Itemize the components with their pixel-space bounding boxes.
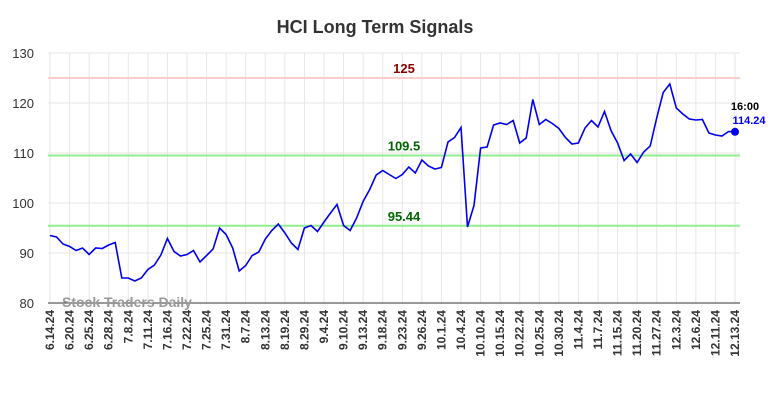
- x-tick-label: 10.4.24: [454, 310, 468, 350]
- x-tick-label: 11.20.24: [630, 310, 644, 356]
- x-tick-label: 8.29.24: [297, 310, 311, 350]
- y-tick-label: 90: [20, 246, 34, 261]
- last-value-label: 114.24: [732, 115, 766, 127]
- x-tick-label: 10.22.24: [513, 310, 527, 357]
- x-tick-label: 8.7.24: [239, 310, 253, 344]
- x-tick-label: 9.18.24: [376, 310, 390, 350]
- y-tick-label: 130: [12, 46, 34, 61]
- x-tick-label: 6.25.24: [82, 310, 96, 350]
- last-point: [731, 127, 739, 136]
- x-tick-label: 9.13.24: [356, 310, 370, 350]
- x-tick-label: 7.31.24: [219, 310, 233, 350]
- x-tick-label: 10.1.24: [434, 310, 448, 350]
- x-tick-label: 7.22.24: [180, 310, 194, 350]
- x-tick-label: 6.14.24: [43, 310, 57, 350]
- x-tick-label: 6.28.24: [102, 310, 116, 350]
- reference-label: 95.44: [388, 209, 421, 224]
- x-tick-label: 12.11.24: [708, 310, 722, 356]
- reference-label: 109.5: [388, 139, 421, 154]
- x-tick-label: 10.10.24: [474, 310, 488, 357]
- x-tick-label: 7.8.24: [121, 310, 135, 344]
- x-tick-label: 10.30.24: [552, 310, 566, 357]
- x-tick-label: 8.19.24: [278, 310, 292, 350]
- price-line: [49, 82, 736, 282]
- x-tick-label: 7.25.24: [200, 310, 214, 350]
- x-tick-label: 10.25.24: [532, 310, 546, 357]
- y-tick-label: 80: [20, 296, 34, 311]
- x-tick-label: 11.27.24: [650, 310, 664, 356]
- x-tick-label: 12.6.24: [689, 310, 703, 350]
- x-tick-label: 10.15.24: [493, 310, 507, 357]
- x-tick-label: 12.3.24: [669, 310, 683, 350]
- y-tick-label: 110: [13, 146, 34, 161]
- x-tick-label: 11.7.24: [591, 310, 605, 350]
- x-tick-label: 7.16.24: [160, 310, 174, 350]
- x-tick-label: 9.10.24: [337, 310, 351, 350]
- x-tick-label: 9.23.24: [395, 310, 409, 350]
- x-tick-label: 7.11.24: [141, 310, 155, 350]
- watermark: Stock Traders Daily: [62, 294, 192, 310]
- y-tick-label: 120: [12, 96, 34, 111]
- reference-label: 125: [393, 61, 415, 76]
- last-time-label: 16:00: [731, 101, 759, 113]
- x-tick-label: 6.20.24: [63, 310, 77, 350]
- x-tick-label: 11.4.24: [571, 310, 585, 350]
- chart-title: HCI Long Term Signals: [277, 17, 474, 37]
- x-tick-label: 9.26.24: [415, 310, 429, 350]
- x-tick-label: 11.15.24: [611, 310, 625, 356]
- x-tick-label: 9.4.24: [317, 310, 331, 344]
- x-tick-label: 8.13.24: [258, 310, 272, 350]
- y-tick-label: 100: [12, 196, 34, 211]
- x-tick-label: 12.13.24: [728, 310, 742, 357]
